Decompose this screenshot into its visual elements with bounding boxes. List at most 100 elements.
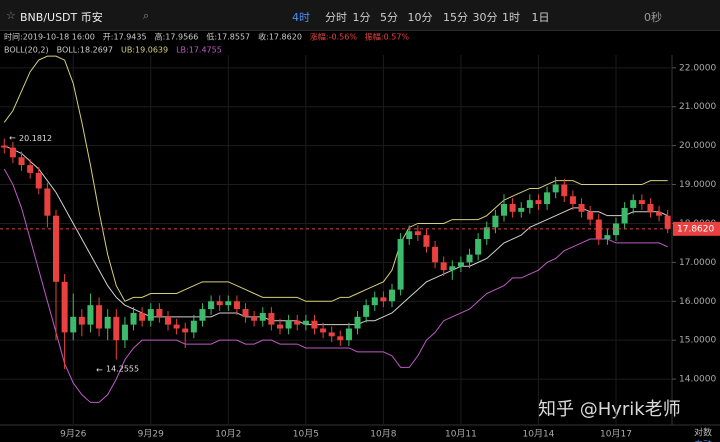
toolbar: ☆ BNB/USDT 币安 ⌕ 4时 0秒 分时 1分 5分 10分 15分 30分 1时 1… xyxy=(0,0,720,31)
candle-body xyxy=(1,145,8,148)
candle-body xyxy=(268,312,275,325)
candle-body xyxy=(9,147,16,158)
x-tick-label: 10月5 xyxy=(293,429,319,440)
candle-body xyxy=(630,200,637,208)
interval-option[interactable]: 5分 xyxy=(380,11,398,24)
candle-body xyxy=(544,192,551,205)
candle-body xyxy=(130,312,137,325)
interval-option[interactable]: 分时 xyxy=(325,11,347,24)
candle-body xyxy=(483,227,490,240)
candle-body xyxy=(500,204,508,216)
interval-option[interactable]: 1时 xyxy=(502,11,520,24)
candle-body xyxy=(328,332,335,337)
candle-body xyxy=(440,262,447,271)
candle-body xyxy=(259,312,266,321)
candle-body xyxy=(276,324,284,329)
candle-body xyxy=(432,246,439,263)
candle-body xyxy=(363,305,370,317)
interval-option[interactable]: 10分 xyxy=(407,11,433,24)
candle-body xyxy=(199,309,206,321)
symbol[interactable]: BNB/USDT 币安 xyxy=(20,11,103,24)
last-price-box xyxy=(673,221,720,236)
candle-body xyxy=(535,200,542,205)
interval[interactable]: 4时 xyxy=(292,11,310,24)
candle-body xyxy=(285,320,292,329)
boll-text: BOLL(20,2) xyxy=(4,46,49,55)
log-toggle[interactable]: 对数 xyxy=(694,427,712,439)
candle-body xyxy=(612,223,620,236)
x-tick-label: 10月14 xyxy=(523,429,555,440)
y-tick-label: 21.0000 xyxy=(679,102,716,112)
interval-option[interactable]: 1分 xyxy=(352,11,371,24)
candle-body xyxy=(526,200,533,208)
y-tick-label: 14.0000 xyxy=(679,375,716,385)
interval-option[interactable]: 30分 xyxy=(472,11,498,24)
interval-option[interactable]: 15分 xyxy=(443,11,468,24)
boll-text: UB:19.0639 xyxy=(121,46,168,55)
candle-body xyxy=(664,215,671,229)
watermark: 知乎 @Hyrik老师 xyxy=(538,399,681,420)
candle-body xyxy=(104,316,111,329)
y-tick-label: 22.0000 xyxy=(679,63,716,73)
search-icon[interactable]: ⌕ xyxy=(143,9,150,22)
candle-body xyxy=(561,184,568,197)
candle-body xyxy=(182,328,189,333)
candle-body xyxy=(113,316,120,341)
high-annotation: 20.1812 xyxy=(19,134,52,143)
y-tick-label: 20.0000 xyxy=(679,141,716,151)
candle-body xyxy=(147,309,154,321)
candle-body xyxy=(35,172,42,189)
candle-body xyxy=(587,211,594,220)
timer: 0秒 xyxy=(644,11,662,24)
candle-body xyxy=(466,254,473,263)
band-line xyxy=(3,55,668,302)
candle-body xyxy=(509,204,516,212)
auto-toggle[interactable]: 自动 xyxy=(694,439,712,442)
candle-body xyxy=(52,215,60,282)
candle-body xyxy=(552,184,559,193)
x-tick-label: 10月8 xyxy=(370,429,396,440)
candle-body xyxy=(388,289,396,302)
interval-option[interactable]: 1日 xyxy=(531,11,550,24)
info-text: 开:17.9435 xyxy=(103,33,147,42)
y-tick-label: 15.0000 xyxy=(679,336,716,346)
candle-body xyxy=(371,297,378,306)
candle-body xyxy=(242,309,249,317)
info-text: 涨幅:-0.56% xyxy=(310,32,357,42)
candle-body xyxy=(139,312,146,321)
candle-body xyxy=(302,320,309,325)
band-line xyxy=(4,145,668,326)
candle-body xyxy=(595,219,602,240)
candle-body xyxy=(44,188,51,216)
y-tick-label: 17.0000 xyxy=(679,258,716,268)
star-icon[interactable]: ☆ xyxy=(6,9,16,22)
candle-body xyxy=(406,231,413,240)
y-tick-label: 16.0000 xyxy=(679,297,716,307)
candle-body xyxy=(190,320,197,333)
info-text: 时间:2019-10-18 16:00 xyxy=(4,32,95,42)
boll-text: LB:17.4755 xyxy=(176,46,222,55)
x-tick-label: 10月11 xyxy=(445,429,477,440)
candle-body xyxy=(337,336,344,341)
candle-body xyxy=(414,231,421,236)
candle-body xyxy=(423,235,430,247)
candle-body xyxy=(156,309,163,317)
candle-body xyxy=(173,324,180,329)
candle-body xyxy=(225,301,232,306)
candle-body xyxy=(208,301,215,310)
candle-body xyxy=(121,324,128,341)
candle-body xyxy=(492,215,499,228)
candle-body xyxy=(354,316,361,329)
arrow: ← xyxy=(96,366,103,375)
candle-body xyxy=(380,297,387,302)
candle-body xyxy=(70,316,77,333)
candle-body xyxy=(518,207,525,212)
band-line xyxy=(3,168,668,403)
low-annotation: 14.2555 xyxy=(106,365,139,374)
candle-body xyxy=(604,235,611,240)
candle-body xyxy=(647,204,654,212)
candle-body xyxy=(578,204,585,212)
candle-body xyxy=(320,328,327,333)
candle-body xyxy=(569,196,576,205)
